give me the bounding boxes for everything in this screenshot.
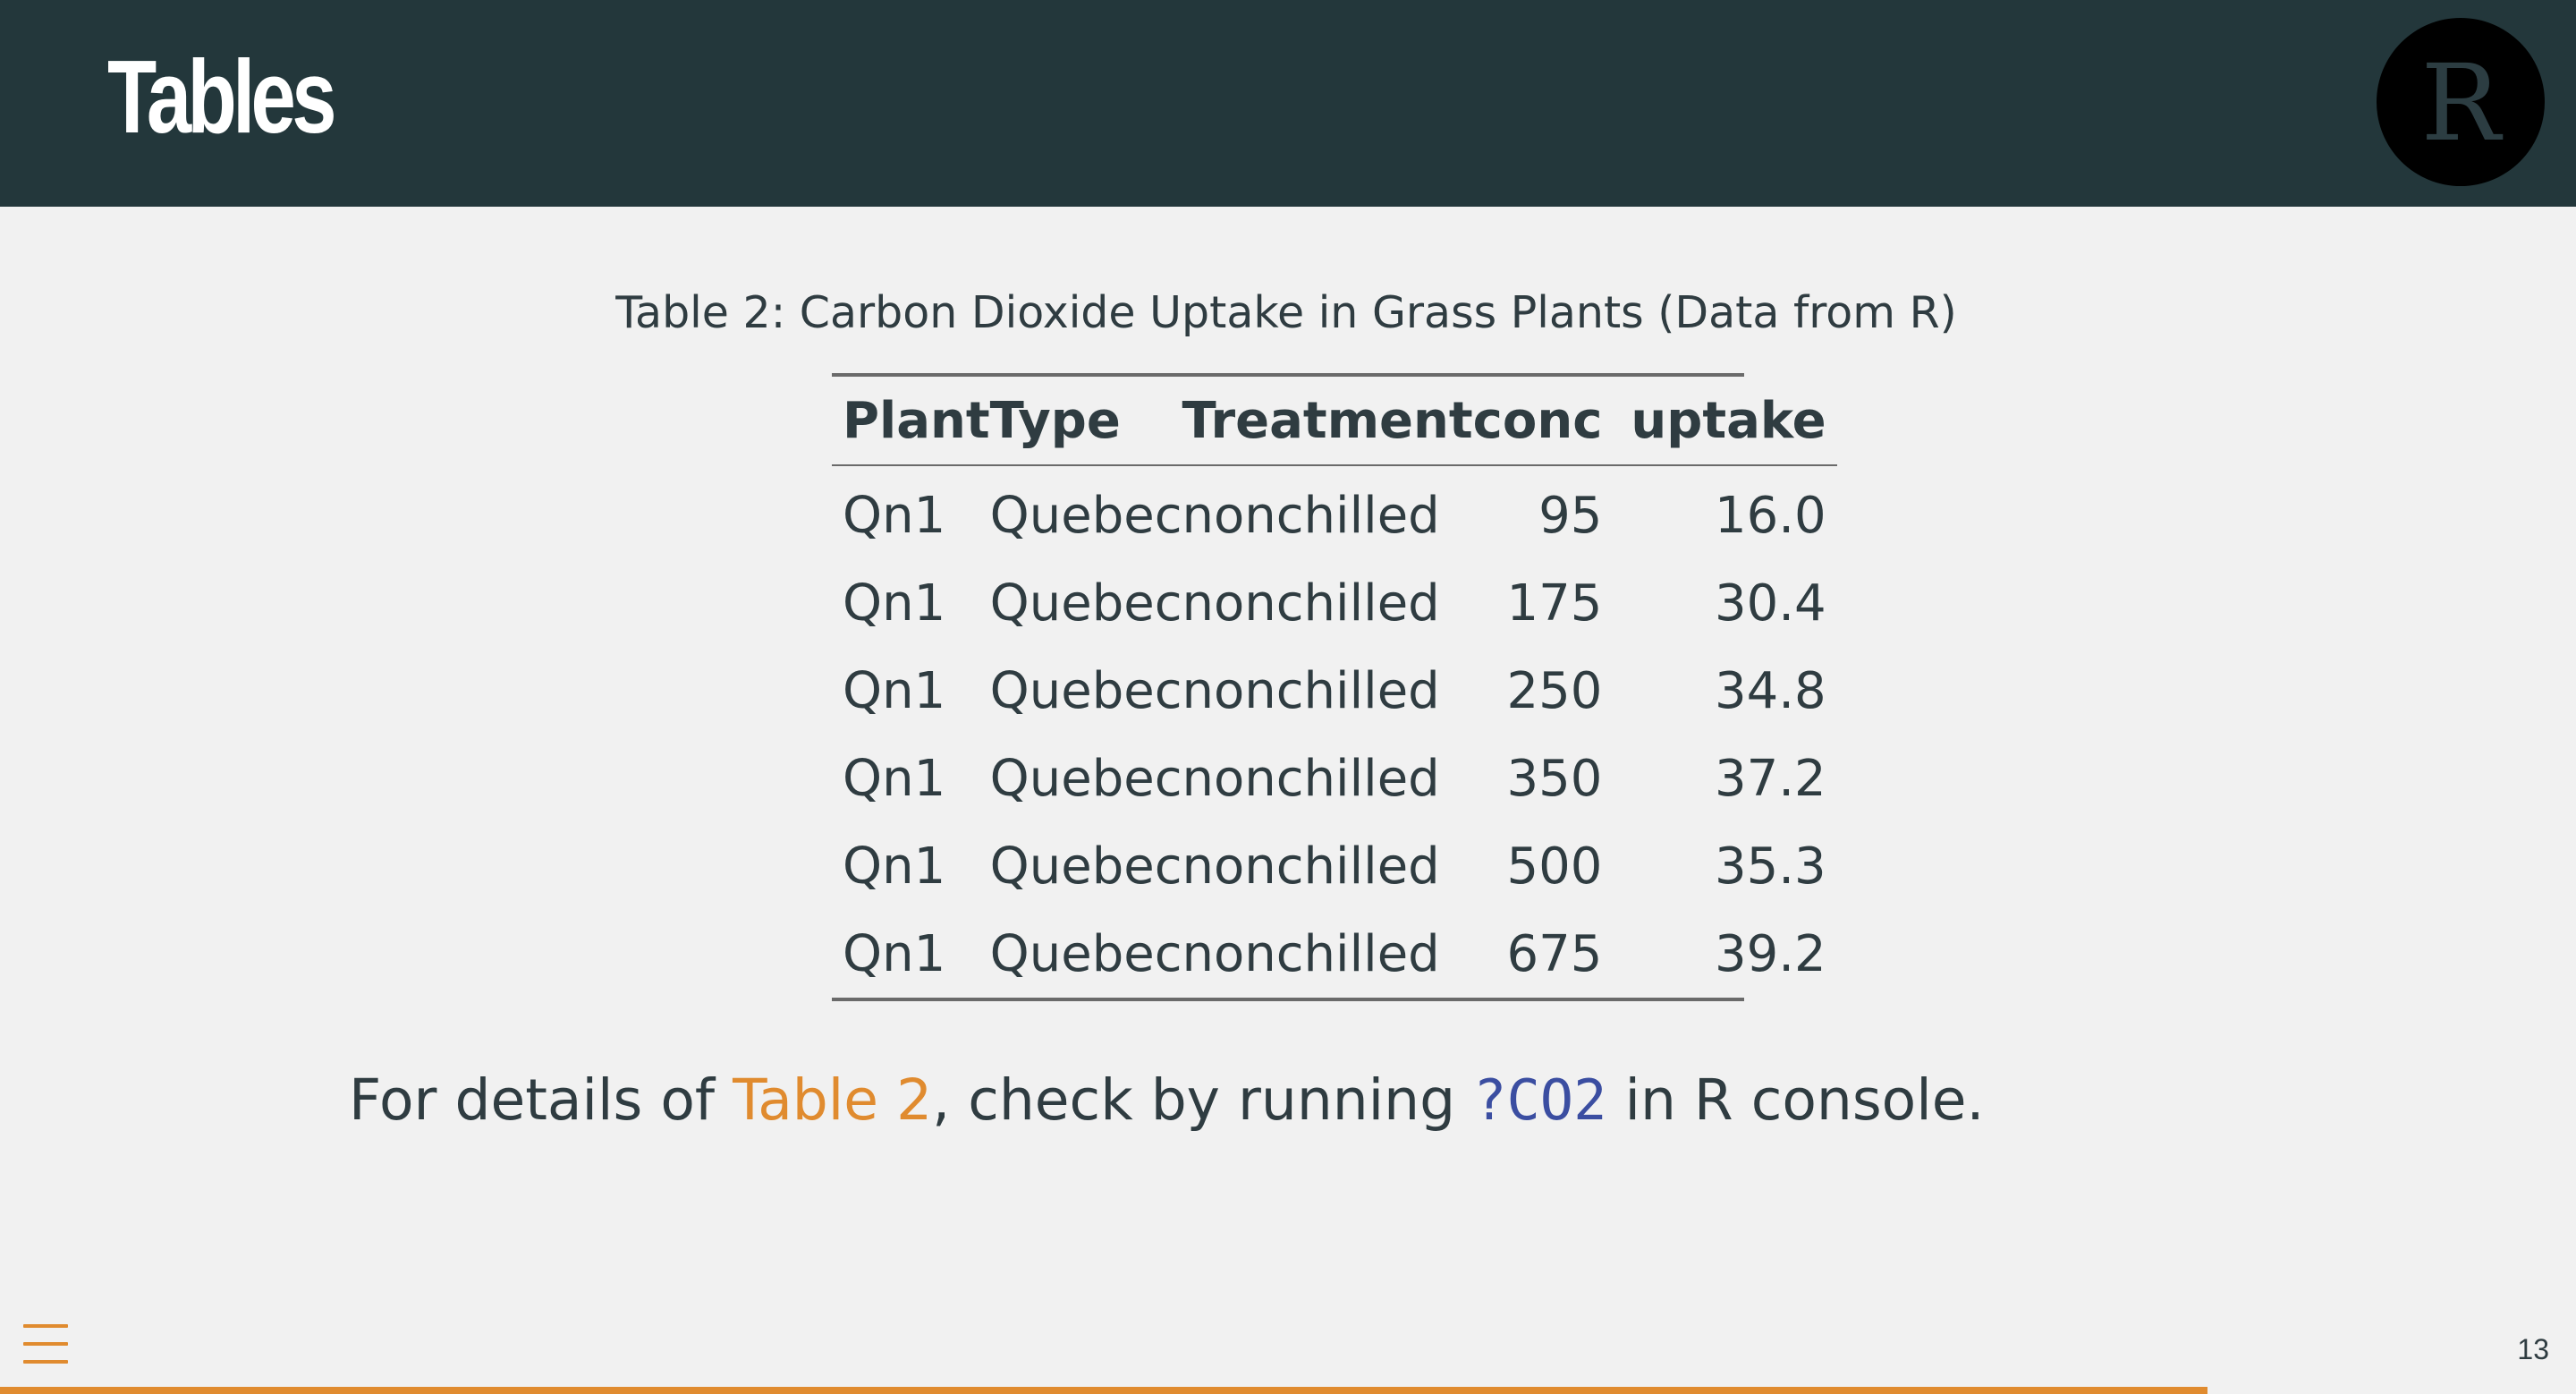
cell-treatment: nonchilled xyxy=(1182,661,1440,720)
cell-uptake: 39.2 xyxy=(1714,924,1826,983)
table-row: Qn1 Quebec nonchilled 500 35.3 xyxy=(832,822,1837,910)
cell-treatment: nonchilled xyxy=(1182,574,1440,633)
table-header-row: Plant Type Treatment conc uptake xyxy=(832,377,1837,464)
note-middle: , check by running xyxy=(932,1067,1474,1133)
cell-uptake: 34.8 xyxy=(1714,661,1826,720)
menu-icon-bar xyxy=(23,1324,68,1328)
table-2-link[interactable]: Table 2 xyxy=(733,1067,933,1133)
cell-conc: 500 xyxy=(1506,837,1603,896)
column-header-plant: Plant xyxy=(843,391,990,450)
cell-conc: 250 xyxy=(1506,661,1603,720)
cell-type: Quebec xyxy=(989,749,1182,808)
cell-uptake: 35.3 xyxy=(1714,837,1826,896)
table-row: Qn1 Quebec nonchilled 175 30.4 xyxy=(832,559,1837,647)
cell-type: Quebec xyxy=(989,486,1182,545)
table-row: Qn1 Quebec nonchilled 95 16.0 xyxy=(832,466,1837,559)
menu-icon-bar xyxy=(23,1342,68,1346)
cell-type: Quebec xyxy=(989,574,1182,633)
cell-plant: Qn1 xyxy=(843,924,946,983)
cell-uptake: 30.4 xyxy=(1714,574,1826,633)
cell-plant: Qn1 xyxy=(843,749,946,808)
menu-icon-bar xyxy=(23,1360,68,1364)
cell-treatment: nonchilled xyxy=(1182,837,1440,896)
cell-type: Quebec xyxy=(989,661,1182,720)
r-logo-letter: R xyxy=(2420,41,2501,165)
column-header-uptake: uptake xyxy=(1631,391,1826,450)
progress-bar xyxy=(0,1387,2576,1394)
table-caption: Table 2: Carbon Dioxide Uptake in Grass … xyxy=(0,280,2576,346)
details-note: For details of Table 2, check by running… xyxy=(349,1065,1985,1136)
data-table-container: Plant Type Treatment conc uptake Qn1 Que… xyxy=(832,373,1837,1001)
note-suffix: in R console. xyxy=(1606,1067,1985,1133)
data-table: Plant Type Treatment conc uptake Qn1 Que… xyxy=(832,377,1837,998)
note-prefix: For details of xyxy=(349,1067,733,1133)
column-header-treatment: Treatment xyxy=(1182,391,1473,450)
cell-treatment: nonchilled xyxy=(1182,749,1440,808)
table-row: Qn1 Quebec nonchilled 250 34.8 xyxy=(832,647,1837,735)
table-top-rule xyxy=(832,373,1744,377)
slide-header: Tables R xyxy=(0,0,2576,207)
page-number: 13 xyxy=(2517,1333,2549,1365)
table-bottom-rule xyxy=(832,998,1744,1001)
cell-conc: 175 xyxy=(1506,574,1603,633)
cell-uptake: 37.2 xyxy=(1714,749,1826,808)
cell-plant: Qn1 xyxy=(843,837,946,896)
table-row: Qn1 Quebec nonchilled 675 39.2 xyxy=(832,910,1837,998)
progress-bar-fill xyxy=(0,1387,2208,1394)
table-header-rule xyxy=(832,464,1837,466)
cell-plant: Qn1 xyxy=(843,574,946,633)
inline-code: ?CO2 xyxy=(1473,1067,1607,1133)
column-header-conc: conc xyxy=(1472,391,1603,450)
cell-plant: Qn1 xyxy=(843,661,946,720)
cell-uptake: 16.0 xyxy=(1714,486,1826,545)
cell-conc: 675 xyxy=(1506,924,1603,983)
menu-icon[interactable] xyxy=(23,1324,68,1364)
slide-title: Tables xyxy=(107,38,337,155)
cell-treatment: nonchilled xyxy=(1182,486,1440,545)
table-row: Qn1 Quebec nonchilled 350 37.2 xyxy=(832,735,1837,822)
table-caption-text: Table 2: Carbon Dioxide Uptake in Grass … xyxy=(615,287,1957,338)
column-header-type: Type xyxy=(989,391,1121,450)
r-logo: R xyxy=(2377,18,2545,186)
cell-type: Quebec xyxy=(989,924,1182,983)
cell-plant: Qn1 xyxy=(843,486,946,545)
cell-conc: 95 xyxy=(1538,486,1603,545)
cell-type: Quebec xyxy=(989,837,1182,896)
cell-treatment: nonchilled xyxy=(1182,924,1440,983)
cell-conc: 350 xyxy=(1506,749,1603,808)
